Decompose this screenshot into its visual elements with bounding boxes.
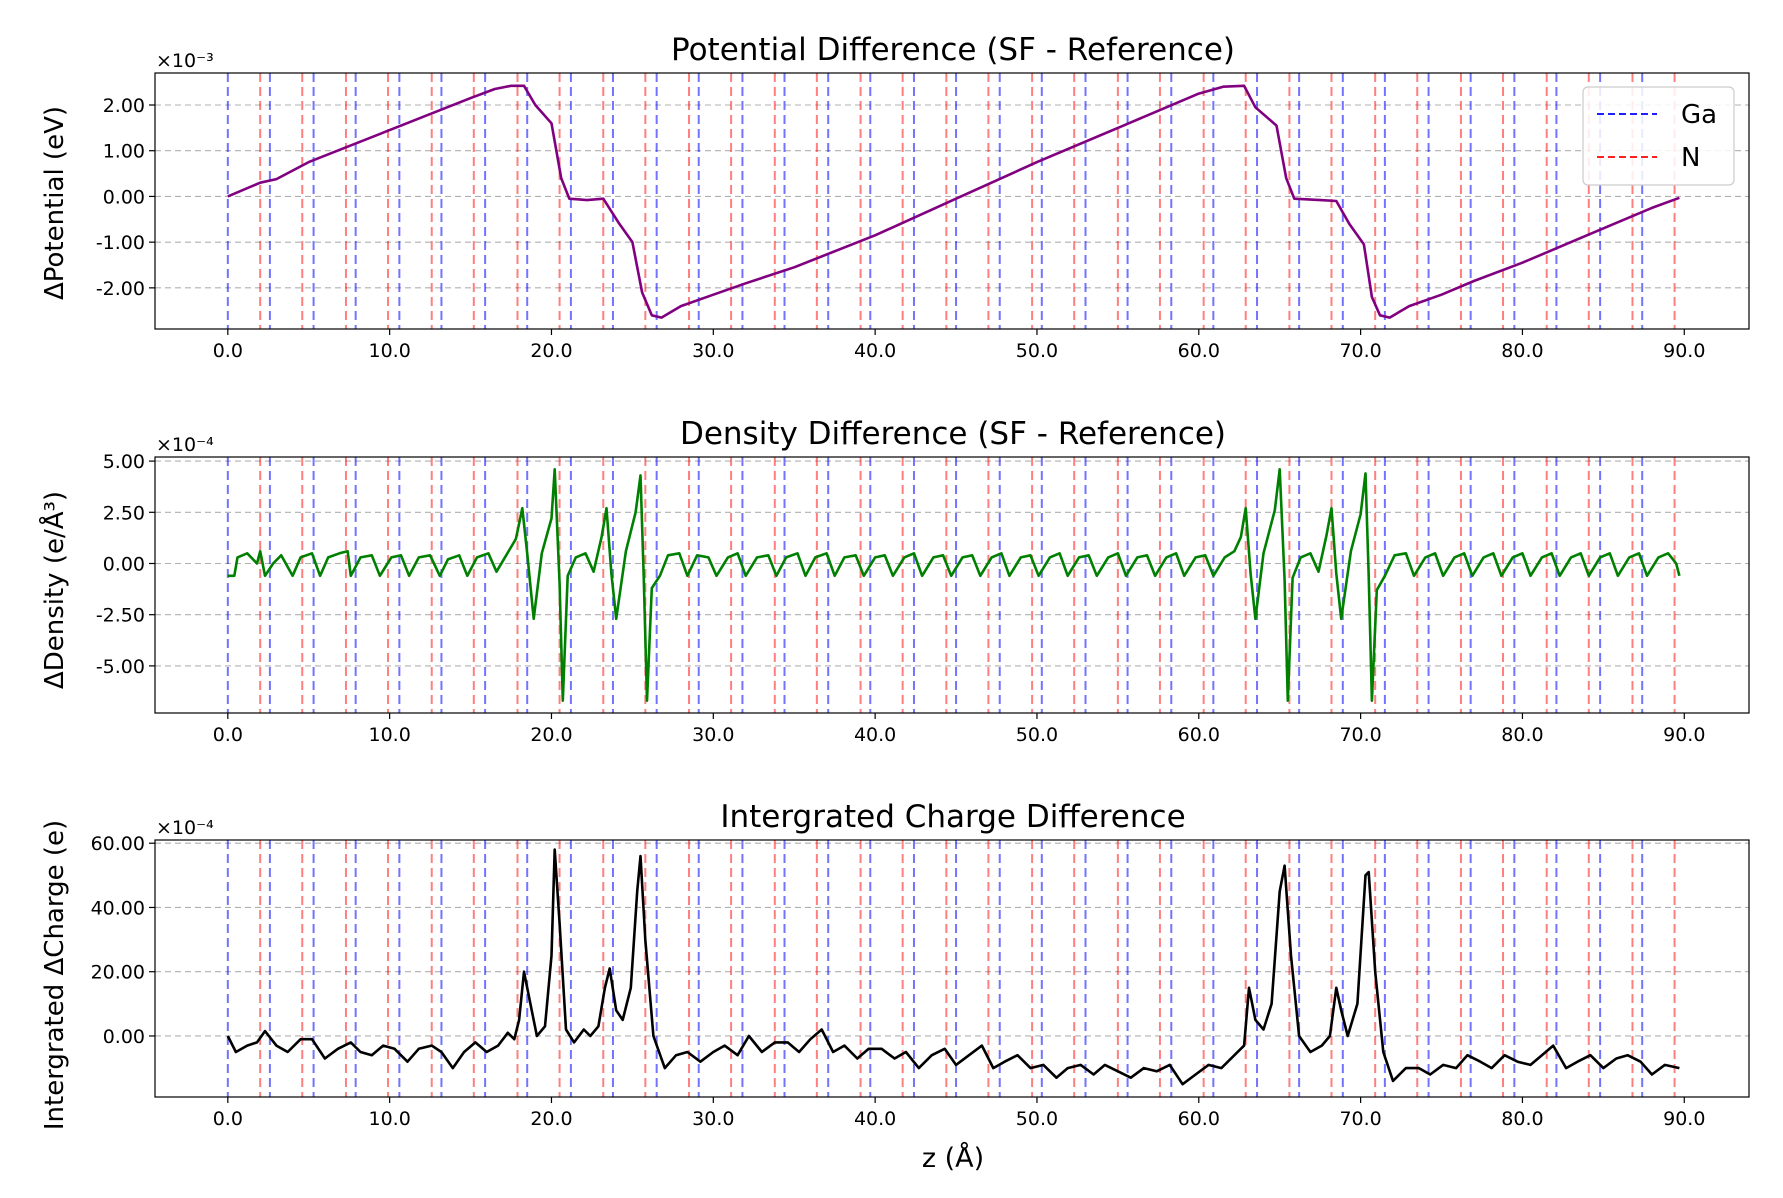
potential-ytick-label: -2.00 <box>96 278 145 300</box>
charge-offset-label: ×10⁻⁴ <box>156 817 214 839</box>
potential-xtick-label: 10.0 <box>368 340 410 362</box>
potential-ylabel: ΔPotential (eV) <box>40 106 70 300</box>
density-yticks: -5.00 -2.50 0.00 2.50 5.00 <box>96 451 155 678</box>
charge-xtick-label: 30.0 <box>692 1108 734 1130</box>
density-xtick-label: 70.0 <box>1339 724 1381 746</box>
density-ytick-label: -5.00 <box>96 656 145 678</box>
density-axes-frame <box>154 456 1750 714</box>
density-xtick-label: 90.0 <box>1663 724 1705 746</box>
density-xtick-label: 0.0 <box>213 724 243 746</box>
charge-series-line <box>226 848 1680 1086</box>
charge-xtick-label: 20.0 <box>530 1108 572 1130</box>
potential-series <box>227 84 1680 319</box>
density-xtick-label: 60.0 <box>1178 724 1220 746</box>
density-offset-label: ×10⁻⁴ <box>156 434 214 456</box>
charge-difference-panel: Intergrated Charge Difference ×10⁻⁴ Inte… <box>40 799 1750 1174</box>
potential-xtick-label: 20.0 <box>530 340 572 362</box>
potential-title: Potential Difference (SF - Reference) <box>671 32 1235 68</box>
density-ytick-label: 5.00 <box>103 451 145 473</box>
charge-ylabel: Intergrated ΔCharge (e) <box>40 820 70 1130</box>
legend: Ga N <box>1582 86 1735 186</box>
charge-xtick-label: 60.0 <box>1178 1108 1220 1130</box>
potential-ytick-label: -1.00 <box>96 232 145 254</box>
potential-xtick-label: 50.0 <box>1016 340 1058 362</box>
charge-xtick-label: 80.0 <box>1501 1108 1543 1130</box>
legend-box <box>1582 86 1735 186</box>
potential-offset-label: ×10⁻³ <box>156 50 214 72</box>
density-atom-lines <box>226 457 1676 713</box>
charge-grid <box>155 842 1749 1037</box>
charge-ytick-label: 40.00 <box>91 897 145 919</box>
density-ytick-label: 0.00 <box>103 553 145 575</box>
potential-xtick-label: 70.0 <box>1339 340 1381 362</box>
charge-xtick-label: 90.0 <box>1663 1108 1705 1130</box>
charge-title: Intergrated Charge Difference <box>720 799 1185 835</box>
density-title: Density Difference (SF - Reference) <box>680 416 1226 452</box>
density-xtick-label: 50.0 <box>1016 724 1058 746</box>
density-xtick-label: 20.0 <box>530 724 572 746</box>
legend-ga-label: Ga <box>1681 100 1717 130</box>
potential-difference-panel: Potential Difference (SF - Reference) ×1… <box>40 32 1750 362</box>
potential-xtick-label: 40.0 <box>854 340 896 362</box>
density-series-line <box>227 468 1681 702</box>
density-grid <box>155 460 1749 667</box>
potential-ytick-label: 1.00 <box>103 141 145 163</box>
density-difference-panel: Density Difference (SF - Reference) ×10⁻… <box>38 416 1750 746</box>
potential-ytick-label: 2.00 <box>103 95 145 117</box>
potential-atom-lines <box>226 73 1676 329</box>
potential-grid <box>155 104 1749 289</box>
density-xticks: 0.0 10.0 20.0 30.0 40.0 50.0 60.0 70.0 80.0 90.0 <box>213 713 1705 746</box>
charge-xtick-label: 40.0 <box>854 1108 896 1130</box>
charge-atom-lines <box>226 840 1676 1097</box>
potential-ytick-label: 0.00 <box>103 186 145 208</box>
density-xtick-label: 40.0 <box>854 724 896 746</box>
charge-xticks: 0.0 10.0 20.0 30.0 40.0 50.0 60.0 70.0 80.0 90.0 <box>213 1097 1705 1130</box>
legend-n-label: N <box>1681 143 1700 173</box>
density-ytick-label: -2.50 <box>96 605 145 627</box>
charge-xtick-label: 0.0 <box>213 1108 243 1130</box>
potential-yticks: -2.00 -1.00 0.00 1.00 2.00 <box>96 95 155 300</box>
charge-ytick-label: 20.00 <box>91 962 145 984</box>
charge-ytick-label: 0.00 <box>103 1026 145 1048</box>
charge-axes-frame <box>154 839 1750 1098</box>
potential-xticks: 0.0 10.0 20.0 30.0 40.0 50.0 60.0 70.0 80.0 90.0 <box>213 329 1705 362</box>
charge-xtick-label: 10.0 <box>368 1108 410 1130</box>
potential-xtick-label: 0.0 <box>213 340 243 362</box>
charge-yticks: 0.00 20.00 40.00 60.00 <box>91 833 155 1048</box>
charge-xtick-label: 70.0 <box>1339 1108 1381 1130</box>
potential-xtick-label: 80.0 <box>1501 340 1543 362</box>
charge-xlabel: z (Å) <box>922 1142 984 1174</box>
potential-xtick-label: 60.0 <box>1178 340 1220 362</box>
potential-xtick-label: 30.0 <box>692 340 734 362</box>
potential-axes-frame <box>154 72 1750 330</box>
density-ytick-label: 2.50 <box>103 502 145 524</box>
density-xtick-label: 80.0 <box>1501 724 1543 746</box>
potential-xtick-label: 90.0 <box>1663 340 1705 362</box>
charge-xtick-label: 50.0 <box>1016 1108 1058 1130</box>
potential-series-line <box>227 84 1680 319</box>
density-xtick-label: 30.0 <box>692 724 734 746</box>
density-ylabel: ΔDensity (e/Å³) <box>38 491 70 689</box>
charge-series <box>226 848 1680 1086</box>
density-xtick-label: 10.0 <box>368 724 410 746</box>
charge-ytick-label: 60.00 <box>91 833 145 855</box>
density-series <box>227 468 1681 702</box>
